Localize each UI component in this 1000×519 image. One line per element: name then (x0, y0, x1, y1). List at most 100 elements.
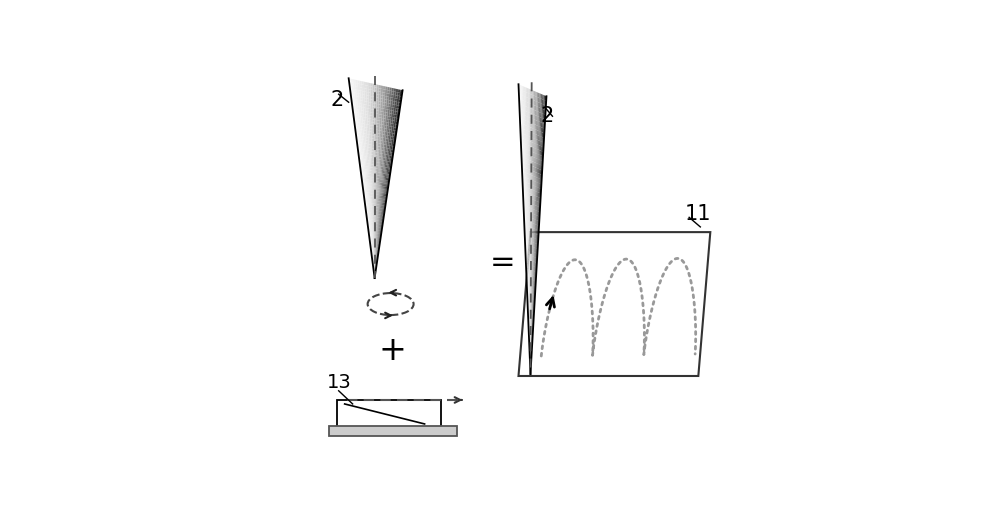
Polygon shape (390, 123, 392, 127)
Polygon shape (382, 176, 384, 180)
Polygon shape (382, 225, 383, 228)
Polygon shape (388, 142, 390, 146)
Polygon shape (539, 112, 540, 117)
Polygon shape (542, 142, 544, 147)
Polygon shape (376, 165, 377, 169)
Polygon shape (371, 112, 373, 116)
Polygon shape (360, 155, 362, 159)
Polygon shape (532, 104, 534, 110)
Polygon shape (375, 165, 376, 168)
Polygon shape (542, 132, 543, 138)
Polygon shape (529, 145, 530, 151)
Polygon shape (363, 172, 365, 175)
Polygon shape (380, 185, 381, 189)
Polygon shape (361, 120, 363, 124)
Polygon shape (373, 145, 375, 149)
Polygon shape (530, 165, 531, 170)
Polygon shape (363, 192, 365, 195)
Polygon shape (537, 163, 538, 169)
Polygon shape (531, 128, 532, 133)
Polygon shape (382, 99, 385, 102)
Polygon shape (527, 112, 529, 117)
Polygon shape (381, 215, 383, 218)
Polygon shape (367, 222, 368, 225)
Polygon shape (525, 144, 527, 149)
Polygon shape (361, 97, 363, 101)
Polygon shape (523, 172, 524, 177)
Bar (329, 426, 457, 436)
Polygon shape (536, 106, 538, 112)
Polygon shape (379, 137, 381, 140)
Polygon shape (369, 186, 370, 189)
Polygon shape (369, 170, 370, 173)
Polygon shape (361, 126, 363, 130)
Polygon shape (529, 131, 530, 136)
Polygon shape (381, 140, 382, 144)
Polygon shape (383, 128, 385, 131)
Polygon shape (532, 124, 533, 129)
Polygon shape (534, 134, 536, 139)
Polygon shape (536, 111, 538, 116)
Polygon shape (539, 127, 541, 132)
Polygon shape (371, 122, 373, 126)
Polygon shape (364, 188, 365, 192)
Polygon shape (363, 162, 365, 166)
Polygon shape (532, 100, 534, 105)
Polygon shape (384, 128, 386, 132)
Polygon shape (532, 161, 533, 167)
Polygon shape (358, 93, 361, 97)
Polygon shape (377, 146, 379, 149)
Polygon shape (383, 121, 385, 125)
Polygon shape (384, 160, 385, 164)
Polygon shape (376, 133, 378, 136)
Polygon shape (386, 100, 389, 103)
Polygon shape (377, 188, 378, 192)
Polygon shape (384, 105, 386, 109)
Polygon shape (377, 91, 379, 94)
Polygon shape (384, 115, 386, 119)
Polygon shape (360, 90, 362, 94)
Polygon shape (370, 154, 372, 158)
Polygon shape (364, 117, 366, 121)
Polygon shape (364, 140, 366, 144)
Polygon shape (535, 162, 536, 168)
Polygon shape (372, 177, 374, 181)
Polygon shape (381, 192, 382, 196)
Polygon shape (379, 208, 380, 211)
Polygon shape (366, 163, 367, 167)
Polygon shape (373, 110, 375, 113)
Polygon shape (537, 116, 539, 121)
Polygon shape (365, 98, 367, 102)
Polygon shape (388, 122, 390, 126)
Polygon shape (382, 199, 384, 202)
Polygon shape (389, 94, 391, 98)
Polygon shape (360, 165, 362, 169)
Polygon shape (366, 118, 368, 121)
Polygon shape (369, 147, 370, 151)
Polygon shape (367, 180, 368, 183)
Polygon shape (535, 172, 536, 177)
Polygon shape (377, 192, 378, 195)
Polygon shape (539, 103, 541, 108)
Polygon shape (378, 104, 380, 108)
Polygon shape (371, 193, 372, 197)
Polygon shape (522, 138, 523, 143)
Polygon shape (379, 172, 381, 176)
Polygon shape (376, 152, 377, 156)
Polygon shape (365, 104, 367, 108)
Polygon shape (539, 165, 540, 169)
Polygon shape (354, 118, 356, 122)
Polygon shape (377, 94, 379, 98)
Polygon shape (366, 89, 368, 92)
Polygon shape (376, 185, 377, 188)
Polygon shape (525, 177, 526, 183)
Polygon shape (362, 140, 364, 143)
Polygon shape (523, 200, 524, 206)
Polygon shape (359, 135, 361, 139)
Polygon shape (367, 141, 369, 144)
Polygon shape (362, 149, 364, 153)
Polygon shape (385, 141, 387, 145)
Polygon shape (385, 119, 387, 122)
Polygon shape (539, 98, 541, 103)
Polygon shape (379, 143, 381, 147)
